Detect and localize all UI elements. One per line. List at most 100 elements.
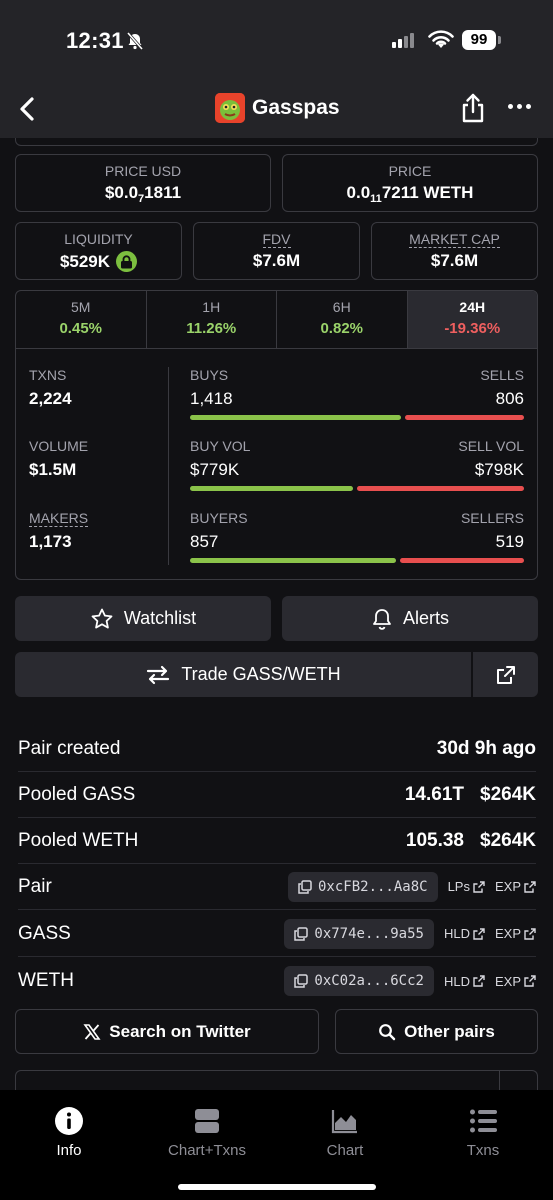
quote-holders-link[interactable]: HLD (444, 974, 485, 989)
pooled-quote-amount: 105.38 (405, 829, 464, 851)
next-section-card-edge (15, 1070, 538, 1101)
price-usd-prefix: $0.0 (104, 183, 139, 202)
token-name-title: Gasspas (252, 96, 340, 119)
trade-button[interactable]: Trade GASS/WETH (15, 652, 471, 697)
trade-label: Trade GASS/WETH (181, 664, 341, 684)
fdv-label: FDV (262, 231, 291, 248)
liquidity-value-row: $529K (16, 251, 181, 272)
bottom-tab-bar: Info Chart+Txns Chart Txns (0, 1090, 553, 1200)
wifi-icon (428, 30, 454, 48)
other-pairs-button[interactable]: Other pairs (335, 1009, 538, 1054)
price-usd-card: PRICE USD $0.0 7 1811 (15, 154, 271, 212)
tab-chart-txns[interactable]: Chart+Txns (152, 1106, 262, 1159)
buy-vol-bar-fill (190, 486, 354, 491)
search-twitter-button[interactable]: Search on Twitter (15, 1009, 319, 1054)
alerts-button[interactable]: Alerts (282, 596, 538, 641)
makers-stat[interactable]: MAKERS 1,173 (29, 510, 89, 552)
tab-chart-label: Chart (326, 1142, 364, 1159)
sell-vol-bar-fill (357, 486, 524, 491)
battery-icon: 99 (462, 30, 496, 50)
price-native-digits: 7211 WETH (381, 183, 474, 202)
pair-label: Pair (18, 875, 52, 897)
external-trade-button[interactable] (473, 652, 538, 697)
quote-address-copy-button[interactable]: 0xC02a...6Cc2 (284, 966, 434, 996)
buys-sells-bar (190, 415, 524, 420)
watchlist-label: Watchlist (123, 608, 197, 628)
tab-6h[interactable]: 6H 0.82% (277, 291, 408, 348)
base-address-copy-button[interactable]: 0x774e...9a55 (284, 918, 434, 949)
price-native-label: PRICE (388, 163, 432, 179)
external-link-icon (473, 880, 485, 893)
search-twitter-label: Search on Twitter (109, 1021, 251, 1041)
timeframe-tabs: 5M 0.45% 1H 11.26% 6H 0.82% 24H -19.36% (16, 291, 537, 349)
pair-address-copy-button[interactable]: 0xcFB2...Aa8C (288, 871, 438, 902)
status-time: 12:31 (66, 28, 124, 53)
bell-off-icon (126, 32, 144, 50)
x-logo-icon (83, 1023, 101, 1040)
buys-label: BUYS (190, 367, 229, 383)
base-holders-link[interactable]: HLD (444, 926, 485, 941)
pair-explorer-link[interactable]: EXP (495, 879, 536, 894)
tab-5m[interactable]: 5M 0.45% (16, 291, 147, 348)
lps-link[interactable]: LPs (448, 879, 485, 894)
price-native-value: 0.0 11 7211 WETH (283, 183, 537, 205)
tab-5m-change: 0.45% (59, 320, 103, 337)
home-indicator (178, 1184, 376, 1190)
pooled-base-usd: $264K (480, 783, 536, 805)
watchlist-button[interactable]: Watchlist (15, 596, 271, 641)
base-explorer-link[interactable]: EXP (495, 926, 536, 941)
buys-sells-ratio: BUYS SELLS 1,418 806 (190, 367, 524, 420)
base-address: 0x774e...9a55 (314, 925, 424, 942)
buy-vol-value: $779K (190, 460, 240, 479)
tab-info[interactable]: Info (14, 1106, 124, 1159)
pooled-base-amount: 14.61T (404, 783, 464, 805)
battery-tip (498, 36, 501, 44)
market-cap-value: $7.6M (430, 251, 479, 270)
lock-icon[interactable] (116, 251, 138, 272)
more-options-icon[interactable] (508, 104, 534, 112)
star-icon (91, 608, 113, 628)
fdv-card[interactable]: FDV $7.6M (193, 222, 360, 280)
txns-value: 2,224 (29, 389, 72, 408)
external-link-icon (473, 927, 485, 940)
tab-1h[interactable]: 1H 11.26% (147, 291, 277, 348)
external-link-icon (524, 927, 536, 940)
volume-ratio: BUY VOL SELL VOL $779K $798K (190, 438, 524, 491)
buyers-label: BUYERS (190, 510, 248, 526)
tab-chart[interactable]: Chart (290, 1106, 400, 1159)
volume-label: VOLUME (29, 438, 89, 454)
sells-value: 806 (495, 389, 524, 408)
fdv-value: $7.6M (252, 251, 301, 270)
trading-stats-panel: 5M 0.45% 1H 11.26% 6H 0.82% 24H -19.36% … (15, 290, 538, 580)
liquidity-value: $529K (59, 251, 111, 271)
list-icon (468, 1106, 498, 1136)
market-cap-card[interactable]: MARKET CAP $7.6M (371, 222, 538, 280)
liquidity-label: LIQUIDITY (64, 231, 133, 247)
price-usd-label: PRICE USD (104, 163, 182, 179)
sellers-value: 519 (495, 532, 524, 551)
buy-vol-label: BUY VOL (190, 438, 251, 454)
pair-created-value: 30d 9h ago (436, 737, 536, 759)
search-icon (379, 1023, 396, 1040)
pooled-base-row: Pooled GASS 14.61T $264K (18, 772, 536, 818)
buys-value: 1,418 (190, 389, 233, 408)
buyers-sellers-ratio: BUYERS SELLERS 857 519 (190, 510, 524, 563)
tab-txns[interactable]: Txns (428, 1106, 538, 1159)
area-chart-icon (330, 1106, 360, 1136)
quote-explorer-link[interactable]: EXP (495, 974, 536, 989)
tab-1h-change: 11.26% (186, 320, 237, 337)
split-view-icon (192, 1106, 222, 1136)
bell-icon (373, 608, 391, 630)
txns-label: TXNS (29, 367, 67, 383)
price-usd-digits: 1811 (144, 183, 182, 202)
price-usd-zero-count: 7 (138, 193, 145, 205)
share-icon[interactable] (460, 92, 486, 124)
buyers-sellers-bar (190, 558, 524, 563)
tab-24h-label: 24H (459, 299, 486, 315)
tab-24h[interactable]: 24H -19.36% (407, 291, 537, 348)
back-chevron-icon[interactable] (14, 94, 40, 124)
buys-bar-fill (190, 415, 401, 420)
price-native-prefix: 0.0 (346, 183, 371, 202)
stats-divider (168, 367, 169, 565)
sells-bar-fill (404, 415, 524, 420)
